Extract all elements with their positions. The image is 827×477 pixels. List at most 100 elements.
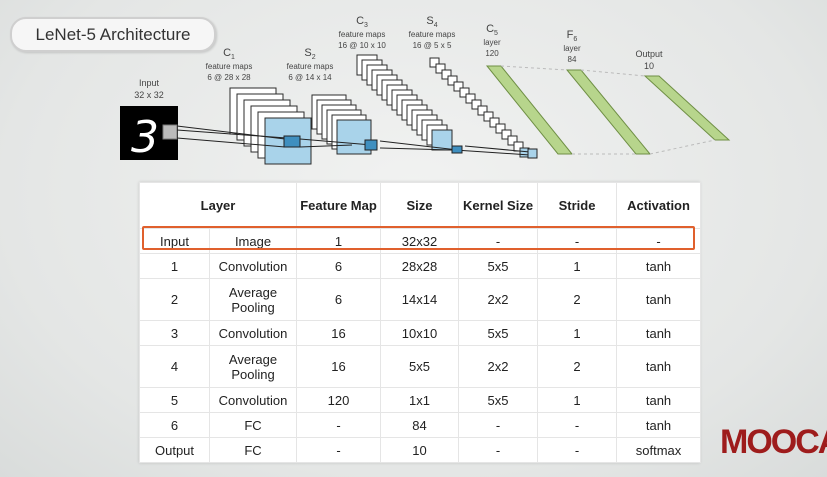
cell-layer-type: Average Pooling bbox=[208, 278, 298, 321]
cell-size: 10x10 bbox=[380, 320, 460, 346]
s2-line1: feature maps bbox=[287, 62, 334, 71]
s4-stack-map bbox=[465, 93, 476, 104]
connection-line bbox=[464, 145, 531, 153]
c5-name: C5 bbox=[486, 23, 498, 37]
input-dims: 32 x 32 bbox=[134, 90, 164, 100]
cell-kernel-size: 5x5 bbox=[458, 387, 539, 413]
s4-stack-map bbox=[471, 99, 482, 110]
cell-layer-type: Convolution bbox=[208, 387, 298, 413]
c5-node bbox=[527, 148, 538, 159]
cell-feature-map: - bbox=[296, 412, 382, 438]
c3-stack bbox=[356, 54, 453, 151]
f6-line2: 84 bbox=[568, 55, 577, 64]
cell-activation: tanh bbox=[616, 278, 702, 321]
layer-table-container: Layer Feature Map Size Kernel Size Strid… bbox=[138, 182, 702, 463]
cell-kernel-size: - bbox=[458, 412, 539, 438]
fc-connector bbox=[580, 69, 646, 77]
s4-stack-map bbox=[441, 69, 452, 80]
c1-stack bbox=[229, 87, 312, 165]
cell-stride: 2 bbox=[537, 345, 618, 388]
s4-stack-map bbox=[495, 123, 506, 134]
c5-layer-bar bbox=[485, 65, 574, 155]
s4-stack-map bbox=[477, 105, 488, 116]
cell-stride: - bbox=[537, 437, 618, 463]
cell-layer-type: FC bbox=[208, 437, 298, 463]
cell-stride: 1 bbox=[537, 320, 618, 346]
cell-stride: 2 bbox=[537, 278, 618, 321]
output-line2: 10 bbox=[644, 61, 654, 71]
layer-table: Layer Feature Map Size Kernel Size Strid… bbox=[138, 182, 702, 463]
fc-connector bbox=[500, 65, 568, 71]
f6-line1: layer bbox=[563, 44, 581, 53]
cell-layer-type: FC bbox=[208, 412, 298, 438]
s2-name: S2 bbox=[304, 47, 315, 61]
c1-line1: feature maps bbox=[206, 62, 253, 71]
input-label: Input bbox=[139, 78, 160, 88]
s4-stack-map bbox=[429, 57, 440, 68]
cell-activation: tanh bbox=[616, 387, 702, 413]
fc-layers bbox=[485, 65, 731, 155]
cell-feature-map: 16 bbox=[296, 345, 382, 388]
connection-line bbox=[379, 147, 453, 151]
f6-layer-bar bbox=[565, 69, 652, 155]
fc-connector bbox=[649, 139, 716, 155]
cell-activation: tanh bbox=[616, 253, 702, 279]
slide-title: LeNet-5 Architecture bbox=[10, 17, 216, 52]
c3-line1: feature maps bbox=[339, 30, 386, 39]
header-size: Size bbox=[380, 182, 460, 229]
input-receptive-field bbox=[162, 124, 178, 140]
table-row: Output FC -10- - softmax bbox=[139, 437, 702, 463]
output-layer-bar bbox=[643, 75, 731, 141]
cell-stride: 1 bbox=[537, 387, 618, 413]
c5-line1: layer bbox=[483, 38, 501, 47]
mooca-logo: MOOCA bbox=[720, 423, 827, 460]
cell-kernel-size: 2x2 bbox=[458, 278, 539, 321]
s4-stack-map bbox=[507, 135, 518, 146]
cell-layer-num: Output bbox=[139, 437, 210, 463]
c1-line2: 6 @ 28 x 28 bbox=[207, 73, 251, 82]
cell-layer-num: 6 bbox=[139, 412, 210, 438]
cell-size: 28x28 bbox=[380, 253, 460, 279]
cell-feature-map: 6 bbox=[296, 278, 382, 321]
header-activation: Activation bbox=[616, 182, 702, 229]
lenet-diagram: Input 32 x 32 3 C1 feature maps 6 @ 28 x… bbox=[120, 15, 731, 165]
cell-activation: tanh bbox=[616, 412, 702, 438]
connection-line bbox=[454, 149, 531, 156]
cell-layer-type: Average Pooling bbox=[208, 345, 298, 388]
cell-feature-map: 120 bbox=[296, 387, 382, 413]
f6-name: F6 bbox=[567, 29, 578, 43]
c1-kernel-square bbox=[283, 135, 301, 148]
connection-line bbox=[176, 137, 286, 148]
table-row: 2 Average Pooling 6 14x14 2x2 2 tanh bbox=[139, 278, 702, 321]
s4-stack-map bbox=[501, 129, 512, 140]
s4-line1: feature maps bbox=[409, 30, 456, 39]
s4-stack-map bbox=[453, 81, 464, 92]
header-kernel-size: Kernel Size bbox=[458, 182, 539, 229]
cell-size: 5x5 bbox=[380, 345, 460, 388]
s4-name: S4 bbox=[426, 15, 437, 29]
cell-activation: tanh bbox=[616, 320, 702, 346]
c3-name: C3 bbox=[356, 15, 368, 29]
c3-line2: 16 @ 10 x 10 bbox=[338, 41, 386, 50]
output-line1: Output bbox=[635, 49, 663, 59]
cell-layer-num: 4 bbox=[139, 345, 210, 388]
cell-feature-map: - bbox=[296, 437, 382, 463]
cell-kernel-size: 5x5 bbox=[458, 320, 539, 346]
cell-stride: 1 bbox=[537, 253, 618, 279]
s4-stack-map bbox=[459, 87, 470, 98]
cell-kernel-size: 5x5 bbox=[458, 253, 539, 279]
table-row: 5 Convolution 120 1x1 5x5 1 tanh bbox=[139, 387, 702, 413]
header-stride: Stride bbox=[537, 182, 618, 229]
input-digit: 3 bbox=[131, 112, 159, 163]
cell-stride: - bbox=[537, 412, 618, 438]
connection-line bbox=[379, 140, 459, 151]
cell-layer-type: Convolution bbox=[208, 320, 298, 346]
s4-stack-map bbox=[447, 75, 458, 86]
cell-size: 10 bbox=[380, 437, 460, 463]
diagram-labels: C1 feature maps 6 @ 28 x 28 S2 feature m… bbox=[206, 15, 663, 82]
header-feature-map: Feature Map bbox=[296, 182, 382, 229]
cell-feature-map: 16 bbox=[296, 320, 382, 346]
s2-line2: 6 @ 14 x 14 bbox=[288, 73, 332, 82]
header-layer: Layer bbox=[138, 182, 298, 229]
cell-size: 84 bbox=[380, 412, 460, 438]
